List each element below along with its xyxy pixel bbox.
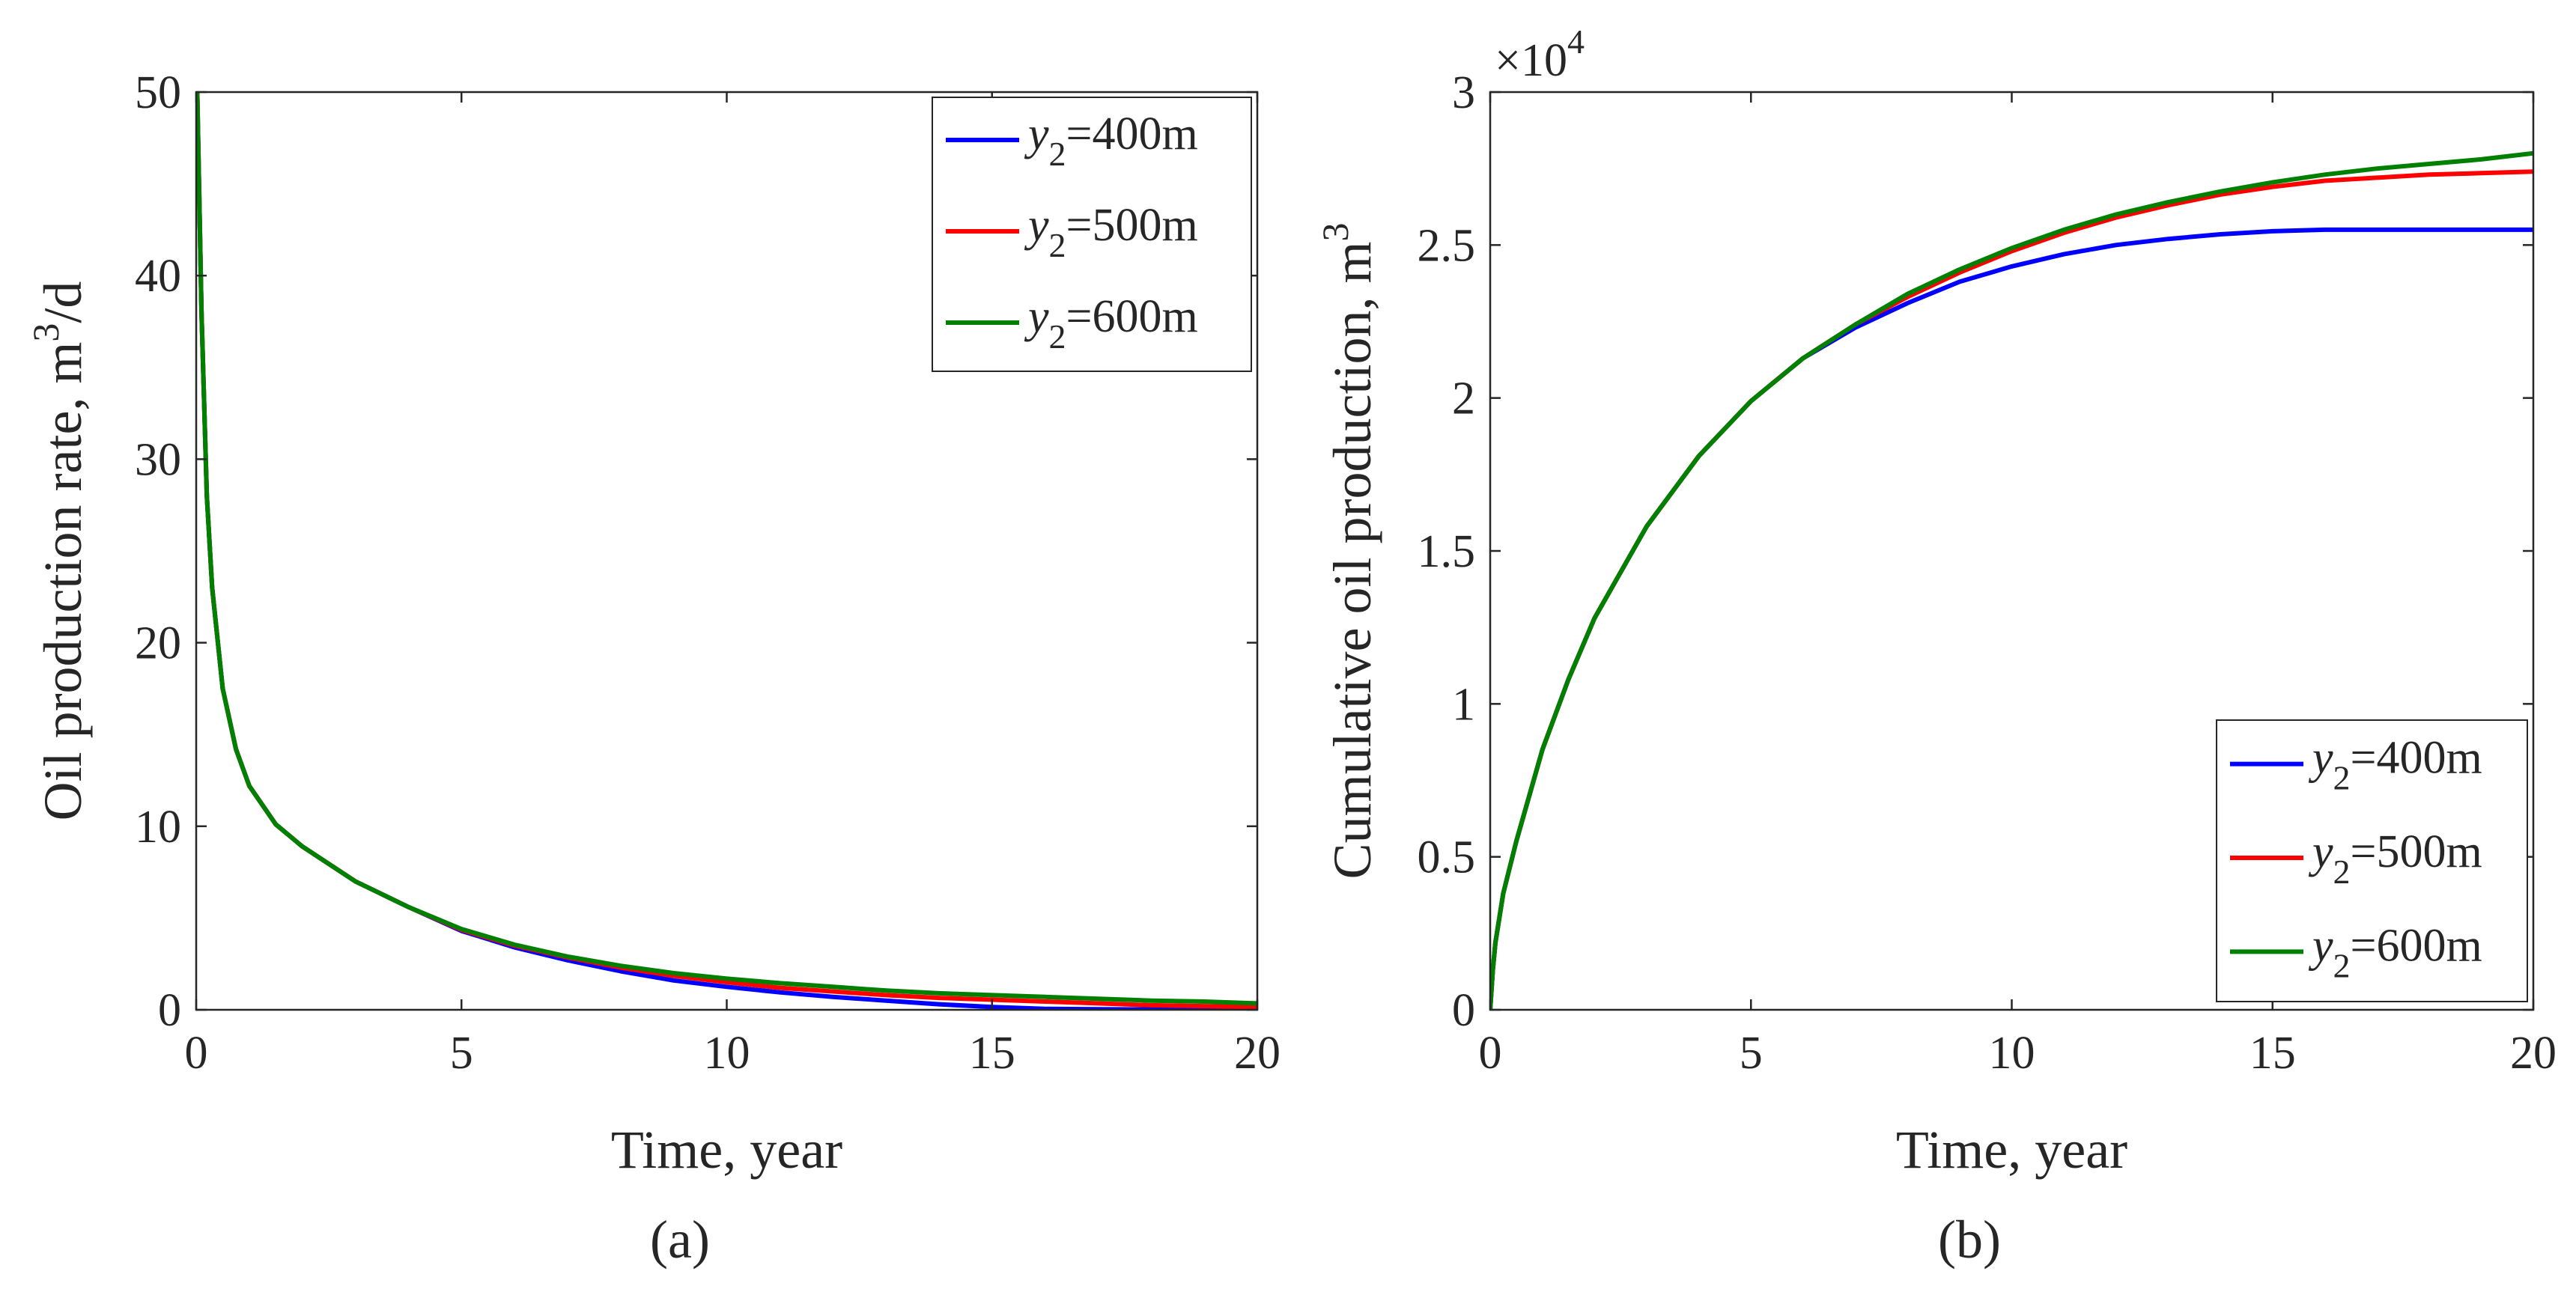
y-tick-label: 0.5 bbox=[1418, 832, 1476, 883]
multiplier-base: ×10 bbox=[1495, 35, 1567, 86]
y-axis-label-main: Cumulative oil production, m bbox=[1322, 242, 1382, 880]
legend-value: =600m bbox=[1066, 291, 1198, 342]
legend-label: y2=500m bbox=[2308, 826, 2482, 891]
legend-label: y2=600m bbox=[2308, 920, 2482, 984]
y-axis-label: Oil production rate, m3/d bbox=[25, 281, 93, 821]
multiplier-exponent: 4 bbox=[1567, 22, 1585, 61]
legend-value: =500m bbox=[1066, 200, 1198, 251]
y-tick-label: 10 bbox=[135, 802, 181, 853]
panel-b-cumulative-oil-production: 0 5 10 15 20 0 0.5 1 1.5 2 2.5 3 ×104 Time, year Cumul… bbox=[1314, 22, 2557, 1270]
legend-subscript: 2 bbox=[1049, 135, 1066, 173]
legend-variable: y bbox=[2308, 826, 2333, 877]
legend-subscript: 2 bbox=[2333, 946, 2351, 984]
y-tick-label: 1.5 bbox=[1418, 526, 1476, 577]
x-tick-label: 20 bbox=[2510, 1028, 2557, 1079]
series-line-600m bbox=[196, 92, 1257, 1006]
legend-value: =400m bbox=[1066, 109, 1198, 159]
y-axis-multiplier: ×104 bbox=[1495, 22, 1585, 86]
legend-label: y2=400m bbox=[2308, 733, 2482, 797]
y-tick-label: 0 bbox=[158, 985, 181, 1036]
x-tick-label: 0 bbox=[185, 1028, 208, 1079]
legend-label: y2=600m bbox=[1024, 291, 1198, 356]
legend-variable: y bbox=[1024, 109, 1049, 159]
legend-subscript: 2 bbox=[2333, 759, 2351, 797]
legend-value: =400m bbox=[2351, 733, 2482, 784]
x-tick-label: 20 bbox=[1234, 1028, 1281, 1079]
y-tick-label: 2.5 bbox=[1418, 220, 1476, 271]
legend-variable: y bbox=[2308, 920, 2333, 971]
legend-variable: y bbox=[1024, 291, 1049, 342]
x-axis-label: Time, year bbox=[1896, 1120, 2127, 1180]
legend-label: y2=400m bbox=[1024, 109, 1198, 173]
legend-subscript: 2 bbox=[1049, 317, 1066, 356]
legend-variable: y bbox=[2308, 733, 2333, 784]
panel-a-oil-production-rate: 0 5 10 15 20 0 10 20 30 40 50 Time, year Oil product… bbox=[25, 67, 1281, 1270]
y-tick-label: 20 bbox=[135, 618, 181, 669]
series-line-600m bbox=[1490, 150, 2533, 1010]
legend-subscript: 2 bbox=[2333, 853, 2351, 891]
legend-label: y2=500m bbox=[1024, 200, 1198, 264]
y-tick-label: 0 bbox=[1452, 985, 1475, 1036]
x-tick-label: 15 bbox=[2250, 1028, 2296, 1079]
y-tick-label: 3 bbox=[1452, 67, 1475, 118]
legend-value: =500m bbox=[2351, 826, 2482, 877]
x-tick-label: 15 bbox=[969, 1028, 1015, 1079]
x-tick-label: 5 bbox=[1740, 1028, 1763, 1079]
series-group bbox=[1490, 150, 2533, 1010]
y-axis-label: Cumulative oil production, m3 bbox=[1314, 223, 1382, 880]
legend-subscript: 2 bbox=[1049, 226, 1066, 264]
y-tick-label: 30 bbox=[135, 434, 181, 485]
y-axis-label-main: Oil production rate, m bbox=[33, 342, 93, 821]
y-axis-label-superscript: 3 bbox=[25, 323, 67, 342]
x-tick-label: 10 bbox=[1989, 1028, 2035, 1079]
legend-box bbox=[2216, 719, 2528, 1002]
x-tick-label: 0 bbox=[1479, 1028, 1502, 1079]
y-tick-label: 1 bbox=[1452, 679, 1475, 730]
legend-variable: y bbox=[1024, 200, 1049, 251]
legend-value: =600m bbox=[2351, 920, 2482, 971]
y-tick-label: 2 bbox=[1452, 374, 1475, 424]
y-axis-label-superscript: 3 bbox=[1314, 223, 1356, 242]
x-axis-label: Time, year bbox=[611, 1120, 842, 1180]
series-group bbox=[196, 92, 1257, 1010]
y-tick-label: 50 bbox=[135, 67, 181, 118]
x-tick-label: 10 bbox=[704, 1028, 750, 1079]
y-tick-label: 40 bbox=[135, 251, 181, 302]
legend-box bbox=[932, 97, 1252, 372]
panel-letter: (b) bbox=[1938, 1210, 2001, 1270]
x-tick-label: 5 bbox=[450, 1028, 473, 1079]
y-axis-label-tail: /d bbox=[33, 281, 93, 323]
panel-letter: (a) bbox=[650, 1210, 710, 1270]
